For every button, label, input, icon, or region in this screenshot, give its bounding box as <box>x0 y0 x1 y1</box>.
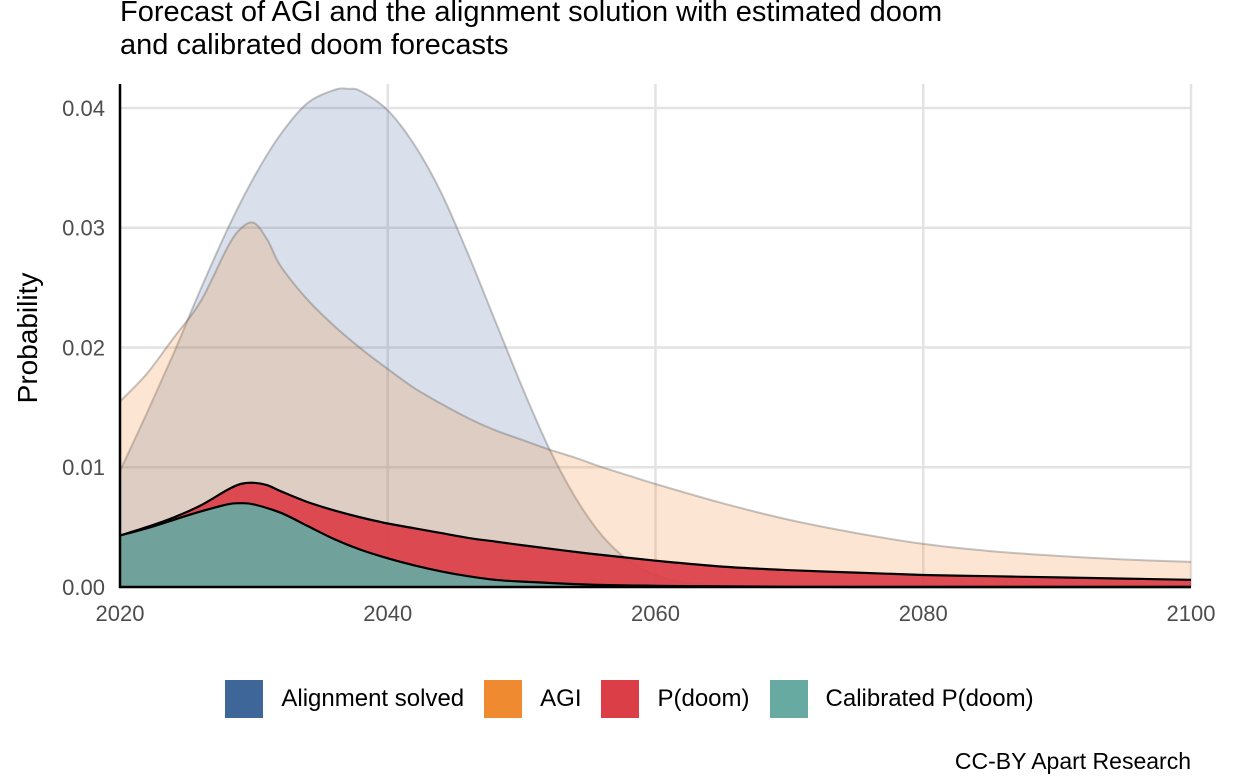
area-calibrated-p-doom <box>120 503 1191 587</box>
legend-key-agi <box>484 680 523 718</box>
x-tick-label: 2060 <box>631 601 680 626</box>
y-tick-label: 0.02 <box>62 335 105 360</box>
line-p-doom <box>119 481 1192 581</box>
line-agi <box>119 221 1192 563</box>
legend-label-alignment: Alignment solved <box>281 685 465 712</box>
y-tick-label: 0.03 <box>62 216 105 241</box>
x-tick-label: 2100 <box>1167 601 1216 626</box>
caption: CC-BY Apart Research <box>954 748 1191 774</box>
chart-title: Forecast of AGI and the alignment soluti… <box>120 0 943 61</box>
legend-label-pdoom: P(doom) <box>657 685 750 712</box>
x-tick-label: 2020 <box>96 601 145 626</box>
y-axis-label: Probability <box>12 273 43 404</box>
legend-item-calibrated: Calibrated P(doom) <box>769 680 1034 718</box>
area-alignment-solved <box>120 88 1191 587</box>
legend-key-calibrated <box>769 680 808 718</box>
legend: Alignment solved AGI P(doom) Calibrated … <box>0 678 1259 720</box>
y-tick-label: 0.01 <box>62 455 105 480</box>
legend-label-calibrated: Calibrated P(doom) <box>825 685 1034 712</box>
x-tick-label: 2080 <box>899 601 948 626</box>
y-tick-label: 0.04 <box>62 96 105 121</box>
area-agi <box>120 222 1191 587</box>
tick-labels: 2020 2040 2060 2080 2100 0.00 0.01 0.02 0.03 0.04 <box>62 96 1215 626</box>
legend-key-alignment <box>225 680 264 718</box>
x-tick-label: 2040 <box>363 601 412 626</box>
legend-key-pdoom <box>601 680 640 718</box>
legend-item-alignment: Alignment solved <box>225 680 464 718</box>
legend-item-agi: AGI <box>484 680 581 718</box>
axes <box>118 84 1191 589</box>
legend-label-agi: AGI <box>540 685 582 712</box>
legend-item-pdoom: P(doom) <box>601 680 750 718</box>
y-tick-label: 0.00 <box>62 575 105 600</box>
